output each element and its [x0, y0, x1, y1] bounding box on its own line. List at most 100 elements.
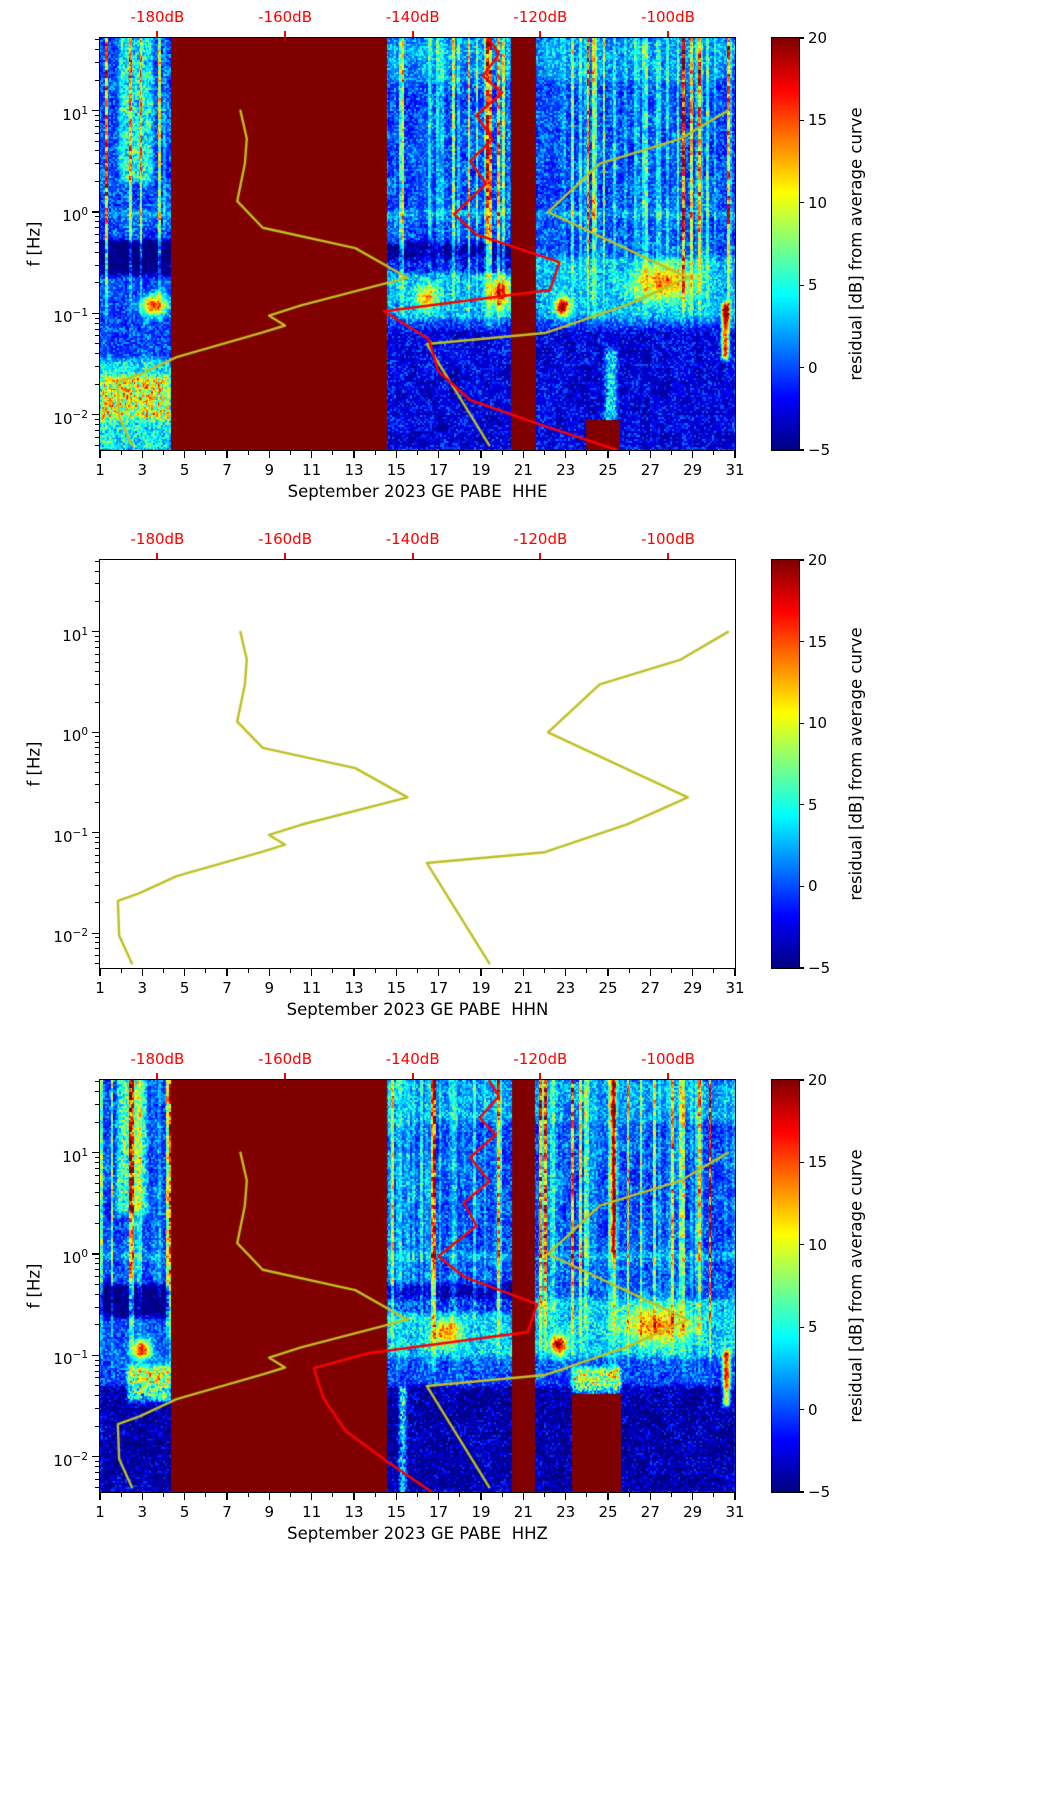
y-minor-tick: [94, 1407, 99, 1409]
y-minor-tick: [94, 424, 99, 426]
x-tick: [522, 451, 524, 459]
x-tick-label: 29: [683, 461, 703, 479]
y-minor-tick: [94, 641, 99, 643]
x-axis-title-hhz: September 2023 GE PABE HHZ: [287, 1524, 548, 1543]
x-tick-label: 1: [95, 979, 105, 997]
x-minor-tick: [671, 1493, 672, 1498]
y-minor-tick: [94, 601, 99, 603]
x-tick: [607, 451, 609, 459]
x-tick-label: 1: [95, 1503, 105, 1521]
x-minor-tick: [163, 451, 164, 456]
y-tick: [91, 414, 99, 416]
x-tick: [438, 1493, 440, 1501]
x-tick: [353, 1493, 355, 1501]
x-tick-label: 25: [598, 461, 618, 479]
x-tick-label: 3: [137, 1503, 148, 1521]
y-minor-tick: [94, 264, 99, 266]
x-tick: [395, 451, 397, 459]
colorbar-tick: [800, 367, 805, 369]
x-tick: [311, 969, 313, 977]
x-minor-tick: [713, 451, 715, 456]
x-tick: [311, 1493, 313, 1501]
x-tick-label: 15: [386, 1503, 406, 1521]
colorbar-tick-label: −5: [808, 959, 831, 977]
x-tick-label: 3: [137, 461, 148, 479]
y-minor-tick: [94, 39, 99, 41]
x-tick: [99, 1493, 101, 1501]
x-tick-label: 17: [429, 1503, 449, 1521]
y-minor-tick: [94, 583, 99, 585]
colorbar-tick: [800, 119, 805, 121]
x-tick: [268, 1493, 270, 1501]
y-minor-tick: [94, 570, 99, 572]
x-tick-label: 31: [725, 1503, 745, 1521]
x-tick: [311, 451, 313, 459]
y-minor-tick: [94, 902, 99, 904]
x-axis-title-hhn: September 2023 GE PABE HHN: [286, 1000, 549, 1019]
x-tick: [184, 969, 186, 977]
colorbar-tick: [800, 449, 805, 451]
top-db-label: -120dB: [513, 1050, 568, 1068]
y-tick: [91, 312, 99, 314]
y-minor-tick: [94, 234, 99, 235]
x-tick-label: 7: [222, 1503, 232, 1521]
y-minor-tick: [94, 1306, 99, 1308]
x-tick: [692, 969, 694, 977]
x-minor-tick: [628, 451, 630, 456]
colorbar-tick-label: 0: [808, 877, 818, 896]
colorbar-tick: [800, 37, 805, 39]
top-db-tick: [284, 552, 287, 559]
y-minor-tick: [94, 942, 99, 944]
x-tick-label: 13: [344, 1503, 364, 1521]
colorbar-tick-label: 10: [808, 1235, 828, 1254]
top-db-tick: [156, 30, 159, 37]
top-db-tick: [411, 30, 414, 37]
x-minor-tick: [501, 969, 503, 974]
top-db-label: -100dB: [641, 1050, 695, 1068]
x-tick-label: 5: [179, 979, 190, 997]
y-minor-tick: [94, 49, 99, 51]
top-db-label: -140dB: [385, 1050, 440, 1068]
x-tick-label: 23: [556, 979, 576, 997]
x-tick-label: 11: [302, 461, 322, 479]
x-tick-label: 21: [513, 979, 533, 997]
x-tick: [480, 969, 482, 977]
x-minor-tick: [120, 969, 122, 974]
x-minor-tick: [290, 451, 291, 456]
top-db-tick: [411, 1072, 414, 1079]
x-minor-tick: [628, 1493, 630, 1498]
y-minor-tick: [94, 317, 99, 319]
colorbar-tick-label: 0: [808, 1400, 818, 1419]
top-db-tick: [666, 552, 669, 559]
x-tick-label: 5: [179, 1503, 190, 1521]
x-tick-label: 21: [513, 1503, 533, 1521]
x-minor-tick: [544, 451, 545, 456]
y-minor-tick: [94, 430, 99, 432]
x-tick-label: 3: [137, 979, 148, 997]
x-tick: [226, 1493, 228, 1501]
x-tick: [734, 1493, 736, 1501]
y-minor-tick: [94, 140, 99, 142]
y-minor-tick: [94, 353, 99, 355]
top-db-tick: [411, 552, 414, 559]
y-minor-tick: [94, 937, 99, 939]
y-minor-tick: [94, 216, 99, 218]
y-minor-tick: [94, 150, 99, 152]
y-minor-tick: [94, 1460, 99, 1462]
top-db-tick: [666, 1072, 669, 1079]
x-minor-tick: [459, 969, 461, 974]
x-minor-tick: [120, 451, 122, 456]
x-minor-tick: [417, 969, 418, 974]
y-axis-label: f [Hz]: [24, 741, 44, 787]
x-tick-label: 19: [471, 461, 491, 479]
y-tick-label: 10−1: [53, 826, 88, 846]
x-tick-label: 7: [222, 461, 232, 479]
y-minor-tick: [94, 328, 99, 330]
colorbar-tick-label: 10: [808, 193, 828, 212]
y-tick-label: 10−1: [53, 307, 88, 327]
top-db-tick: [284, 30, 287, 37]
y-minor-tick: [94, 741, 99, 743]
x-tick: [141, 1493, 143, 1501]
colorbar-tick: [800, 722, 805, 724]
x-tick-label: 15: [386, 979, 406, 997]
